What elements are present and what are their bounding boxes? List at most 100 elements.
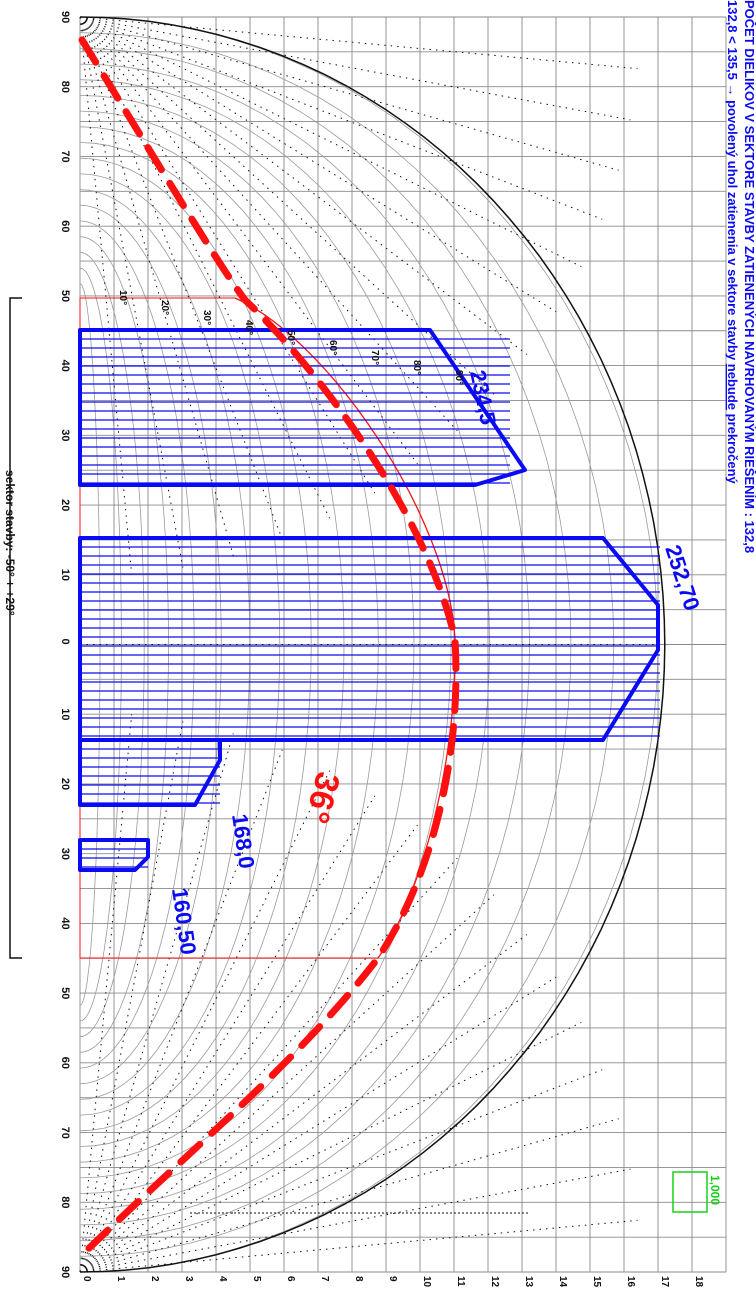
inner-angle-label: 30° <box>201 310 212 325</box>
inner-angle-label: 40° <box>243 320 254 335</box>
ray-top <box>79 16 133 575</box>
y-axis-label: 16 <box>625 1276 636 1288</box>
block-label-2: 252,70 <box>660 542 705 614</box>
header-subtitle: 132,8 < 135,5 → povolený uhol zatienenia… <box>725 0 740 485</box>
ray-bottom <box>79 749 283 1273</box>
x-axis-label: 40 <box>59 360 71 372</box>
y-axis-label: 0 <box>81 1276 92 1282</box>
x-axis-label: 10 <box>59 708 71 720</box>
x-axis-labels: 90 80 70 60 50 40 30 20 10 0 10 20 30 40 50 60 70 80 90 <box>59 11 71 1278</box>
y-axis-label: 4 <box>217 1276 228 1282</box>
envelope-curve <box>79 16 666 1273</box>
ray-top <box>79 16 458 432</box>
header-subtitle-emphasis: nebude <box>725 364 740 410</box>
ray-bottom <box>79 1021 582 1273</box>
ray-top <box>79 16 331 519</box>
x-axis-label: 0 <box>59 639 71 645</box>
fan-arc <box>79 267 122 1022</box>
x-axis-label: 90 <box>59 11 71 23</box>
envelope-outer <box>79 16 666 1273</box>
x-axis-label: 60 <box>59 1057 71 1069</box>
ray-bottom <box>79 976 557 1273</box>
x-axis-label: 50 <box>59 987 71 999</box>
y-axis-label: 9 <box>387 1276 398 1282</box>
radial-rays <box>79 16 658 1273</box>
ray-top <box>79 16 557 313</box>
y-axis-label: 15 <box>591 1276 602 1288</box>
ray-bottom <box>79 721 184 1273</box>
x-axis-label: 10 <box>59 569 71 581</box>
x-axis-label: 90 <box>59 1266 71 1278</box>
x-axis-label: 50 <box>59 290 71 302</box>
y-axis-label: 3 <box>183 1276 194 1282</box>
ray-bottom <box>79 857 458 1273</box>
ray-top <box>79 16 631 121</box>
ray-top <box>79 16 418 465</box>
x-axis-label: 20 <box>59 778 71 790</box>
limit-dashed <box>78 36 460 1259</box>
shading-blocks <box>78 328 660 872</box>
ray-bottom <box>79 795 376 1273</box>
fan-arc <box>79 142 345 1147</box>
x-axis-label: 20 <box>59 499 71 511</box>
inner-angle-label: 50° <box>285 330 296 345</box>
ray-bottom <box>79 770 331 1273</box>
fan-arc <box>79 236 169 1053</box>
ray-top <box>79 16 184 568</box>
x-axis-label: 30 <box>59 848 71 860</box>
y-axis-label: 17 <box>659 1276 670 1288</box>
sector-note: ... ... ... ... ... <box>0 530 3 588</box>
x-axis-label: 30 <box>59 429 71 441</box>
y-axis-label: 1 <box>115 1276 126 1282</box>
y-axis-label: 12 <box>489 1276 500 1288</box>
sector-bracket <box>9 297 22 959</box>
ray-bottom <box>79 1219 638 1273</box>
inner-angle-label: 70° <box>369 350 380 365</box>
inner-angle-labels: 10° 20° 30° 40° 50° 60° 70° 80° 90° <box>117 290 464 385</box>
ray-top <box>79 16 234 556</box>
block-label-4: 160,50 <box>167 886 201 956</box>
ray-top <box>79 16 528 355</box>
inner-angle-label: 60° <box>327 340 338 355</box>
ray-top <box>79 16 582 268</box>
fan-arc <box>79 204 222 1085</box>
x-axis-label: 80 <box>59 81 71 93</box>
y-axis-label: 18 <box>693 1276 704 1288</box>
ray-top <box>79 16 495 395</box>
block-label-3: 168,0 <box>227 812 259 870</box>
ray-bottom <box>79 824 418 1273</box>
inner-angle-label: 10° <box>117 290 128 305</box>
shading-block-1 <box>78 328 527 487</box>
fan-arc <box>79 110 415 1179</box>
sector-label: sektor stavby: -50° + +29° <box>3 470 17 616</box>
ray-bottom <box>79 894 495 1273</box>
y-axis-label: 6 <box>285 1276 296 1282</box>
inner-angle-label: 20° <box>159 300 170 315</box>
y-axis-label: 10 <box>421 1276 432 1288</box>
ray-top <box>79 16 283 540</box>
y-axis-labels: 0 1 2 3 4 5 6 7 8 9 10 11 12 13 14 15 16 17 18 <box>81 1276 704 1288</box>
header-subtitle-suffix: prekročený <box>725 410 740 484</box>
y-axis-label: 8 <box>353 1276 364 1282</box>
fan-arc <box>79 126 379 1163</box>
x-axis-label: 80 <box>59 1196 71 1208</box>
ray-top <box>79 16 376 494</box>
ray-bottom <box>79 714 133 1273</box>
y-axis-label: 5 <box>251 1276 262 1282</box>
fan-arc <box>79 251 145 1038</box>
block-label-1: 234,5 <box>465 368 501 427</box>
ray-bottom <box>79 1168 631 1273</box>
x-axis-label: 70 <box>59 1127 71 1139</box>
reference-value: 1,000 <box>708 1175 722 1205</box>
ray-top <box>79 16 619 171</box>
y-axis-label: 14 <box>557 1276 568 1288</box>
shading-block-4 <box>78 838 150 872</box>
ray-top <box>79 16 638 70</box>
fan-arc <box>79 48 572 1241</box>
x-axis-label: 70 <box>59 150 71 162</box>
y-axis-label: 13 <box>523 1276 534 1288</box>
ray-bottom <box>79 1118 619 1273</box>
y-axis-label: 11 <box>455 1276 466 1287</box>
header-subtitle-prefix: 132,8 < 135,5 → povolený uhol zatienenia… <box>725 0 740 364</box>
